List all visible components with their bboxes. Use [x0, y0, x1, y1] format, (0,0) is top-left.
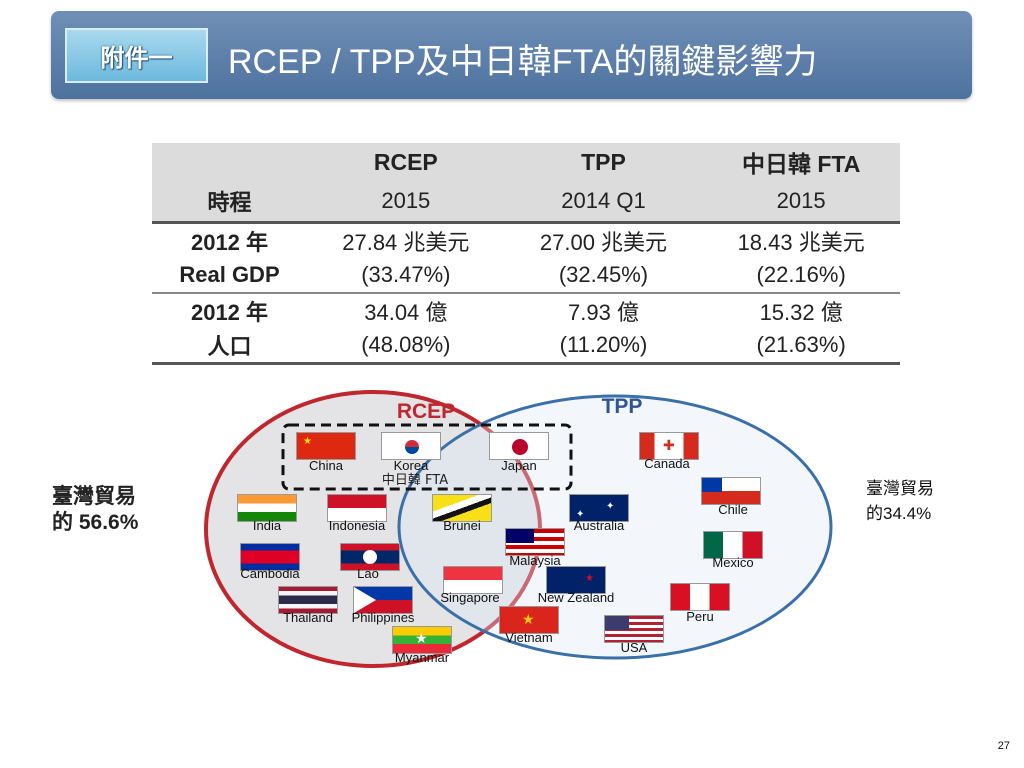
table-cell: (32.45%) [504, 258, 703, 294]
usa-flag-icon [604, 615, 664, 643]
row-label: 時程 [152, 181, 307, 224]
table-row: 2012 年 34.04 億 7.93 億 15.32 億 [152, 293, 900, 328]
country-label-japan: Japan [501, 458, 537, 473]
col-header-fta: 中日韓 FTA [702, 143, 900, 181]
side-right-line2: 的34.4% [866, 504, 932, 523]
country-label-china: China [309, 458, 343, 473]
country-label-myanmar: Myanmar [394, 650, 450, 665]
table-header-row: RCEP TPP 中日韓 FTA [152, 143, 900, 181]
country-label-vietnam: Vietnam [505, 630, 553, 645]
country-label-philippines: Philippines [351, 610, 415, 625]
row-label: 2012 年 [190, 300, 269, 325]
taiwan-trade-rcep-share: 臺灣貿易 的 56.6% [52, 484, 138, 536]
table-corner [152, 143, 307, 181]
table-cell: 15.32 億 [759, 300, 843, 325]
row-label: Real GDP [152, 258, 307, 294]
row-label: 2012 年 [190, 230, 269, 255]
new-zealand-flag-icon: ★ [546, 566, 606, 594]
table-row: Real GDP (33.47%) (32.45%) (22.16%) [152, 258, 900, 294]
table-cell: 2014 Q1 [504, 181, 703, 224]
page-number: 27 [997, 740, 1010, 752]
comparison-table: RCEP TPP 中日韓 FTA 時程 2015 2014 Q1 2015 20… [152, 143, 900, 365]
peru-flag-icon [670, 583, 730, 611]
myanmar-flag-icon: ★ [392, 626, 452, 654]
vietnam-flag-icon: ★ [499, 606, 559, 634]
brunei-flag-icon [432, 494, 492, 522]
country-label-peru: Peru [686, 609, 714, 624]
table-row: 時程 2015 2014 Q1 2015 [152, 181, 900, 224]
table-cell: (11.20%) [504, 328, 703, 365]
col-header-rcep: RCEP [307, 143, 505, 181]
side-right-line1: 臺灣貿易 [866, 479, 934, 498]
table-cell: 2015 [307, 181, 505, 224]
appendix-badge: 附件一 [65, 28, 208, 83]
japan-flag-icon [489, 432, 549, 460]
table-cell: 2015 [702, 181, 900, 224]
country-label-cambodia: Cambodia [240, 566, 300, 581]
taiwan-trade-tpp-share: 臺灣貿易 的34.4% [866, 476, 934, 526]
table-cell: (22.16%) [702, 258, 900, 294]
country-label-india: India [252, 518, 282, 533]
table-row: 人口 (48.08%) (11.20%) (21.63%) [152, 328, 900, 365]
table-cell: 27.00 兆美元 [539, 230, 668, 255]
country-label-indonesia: Indonesia [328, 518, 386, 533]
row-label: 人口 [152, 328, 307, 365]
country-label-usa: USA [620, 640, 648, 655]
cambodia-flag-icon [240, 543, 300, 571]
country-label-malaysia: Malaysia [509, 553, 561, 568]
philippines-flag-icon [353, 586, 413, 614]
indonesia-flag-icon [327, 494, 387, 522]
country-label-brunei: Brunei [443, 518, 481, 533]
australia-flag-icon: ✦ ✦ [569, 494, 629, 522]
korea-flag-icon [381, 432, 441, 460]
canada-flag-icon: ✚ [639, 432, 699, 460]
col-header-tpp: TPP [504, 143, 703, 181]
tpp-label: TPP [602, 395, 643, 418]
side-left-line2: 的 56.6% [52, 511, 139, 534]
table-cell: (21.63%) [702, 328, 900, 365]
country-label-thailand: Thailand [283, 610, 333, 625]
fta-label: 中日韓 FTA [382, 473, 448, 488]
table-cell: (33.47%) [307, 258, 505, 294]
table-row: 2012 年 27.84 兆美元 27.00 兆美元 18.43 兆美元 [152, 223, 900, 259]
country-label-singapore: Singapore [440, 590, 500, 605]
chile-flag-icon [701, 477, 761, 505]
table-cell: 34.04 億 [364, 300, 448, 325]
table-cell: (48.08%) [307, 328, 505, 365]
lao-flag-icon [340, 543, 400, 571]
india-flag-icon [237, 494, 297, 522]
side-left-line1: 臺灣貿易 [52, 485, 136, 508]
fta-dashed-box [281, 423, 573, 491]
country-label-korea: Korea [393, 458, 429, 473]
country-label-australia: Australia [573, 518, 625, 533]
china-flag-icon: ★ [296, 432, 356, 460]
country-label-new-zealand: New Zealand [537, 590, 615, 605]
mexico-flag-icon [703, 531, 763, 559]
table-cell: 27.84 兆美元 [342, 230, 470, 255]
rcep-label: RCEP [397, 400, 455, 423]
table-cell: 18.43 兆美元 [737, 230, 865, 255]
country-label-canada: Canada [644, 456, 690, 471]
thailand-flag-icon [278, 586, 338, 614]
table-cell: 7.93 億 [568, 300, 639, 325]
malaysia-flag-icon [505, 528, 565, 556]
singapore-flag-icon [443, 566, 503, 594]
country-label-lao: Lao [357, 566, 379, 581]
country-label-chile: Chile [718, 502, 748, 517]
slide-title: RCEP / TPP及中日韓FTA的關鍵影響力 [228, 43, 818, 81]
country-label-mexico: Mexico [712, 555, 754, 570]
